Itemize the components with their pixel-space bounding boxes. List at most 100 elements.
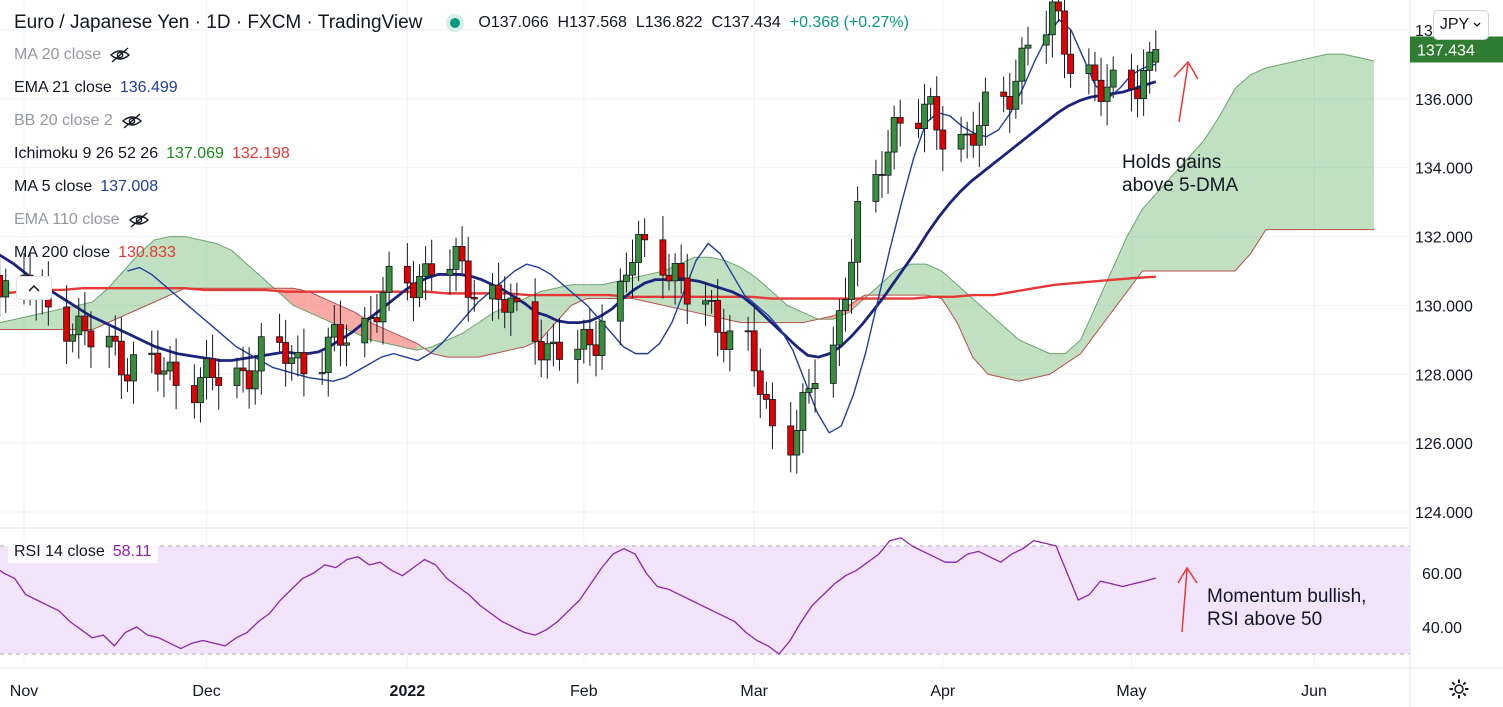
candle-body xyxy=(495,284,503,300)
cloud-segment xyxy=(370,322,386,344)
candle-body xyxy=(969,133,977,146)
visibility-toggle[interactable] xyxy=(121,113,143,129)
ma200-line xyxy=(0,275,1156,300)
candle-body xyxy=(1000,91,1008,97)
candle-body xyxy=(1018,47,1026,82)
candle-body xyxy=(708,300,715,302)
candle-body xyxy=(799,392,807,431)
candle-body xyxy=(726,330,734,350)
candle-body xyxy=(172,361,180,386)
cloud-segment xyxy=(1235,74,1251,271)
rsi-legend: RSI 14 close 58.11 xyxy=(8,541,158,563)
candle-body xyxy=(975,125,983,146)
candle-body xyxy=(982,91,989,126)
legend-name: Ichimoku 9 26 52 26 xyxy=(14,145,159,162)
candle-body xyxy=(324,336,332,373)
legend-row[interactable]: EMA 21 close 136.499 xyxy=(14,79,178,97)
legend-row[interactable]: BB 20 close 2 xyxy=(14,112,143,130)
time-axis: Nov Dec 2022 Feb Mar Apr May Jun xyxy=(10,683,1327,700)
cloud-segment xyxy=(30,312,47,330)
candle-body xyxy=(1146,51,1154,71)
cloud-segment xyxy=(1327,54,1344,230)
cloud-segment xyxy=(432,339,448,358)
candle-body xyxy=(87,330,95,348)
candle-body xyxy=(117,340,125,376)
legend-name: EMA 21 close xyxy=(14,79,112,96)
price-tick-label: 126.000 xyxy=(1415,436,1473,453)
eye-off-icon[interactable] xyxy=(128,212,150,228)
visibility-toggle[interactable] xyxy=(128,212,150,228)
chart-header: Euro / Japanese Yen · 1D · FXCM · Tradin… xyxy=(14,12,909,34)
legend-value: 137.069 xyxy=(166,145,224,162)
candle-body xyxy=(233,367,241,386)
legend-row[interactable]: Ichimoku 9 26 52 26 137.069 132.198 xyxy=(14,145,290,163)
cloud-segment xyxy=(216,243,232,289)
candle-body xyxy=(623,274,630,282)
candle-body xyxy=(744,330,752,333)
gear-icon[interactable] xyxy=(1448,678,1470,700)
last-price-tag-label: 137.434 xyxy=(1417,42,1475,59)
cloud-segment xyxy=(910,264,927,296)
price-tick-label: 128.000 xyxy=(1415,367,1473,384)
candle-body xyxy=(598,320,606,356)
cloud-segment xyxy=(1343,54,1359,230)
eye-off-icon[interactable] xyxy=(121,113,143,129)
legend-row[interactable]: EMA 110 close xyxy=(14,211,150,229)
cloud-segment xyxy=(741,267,757,323)
legend-row[interactable]: MA 20 close xyxy=(14,46,131,64)
candle-body xyxy=(422,263,430,277)
cloud-segment xyxy=(1157,174,1174,271)
candle-body xyxy=(756,370,764,395)
price-tick-label: 130.000 xyxy=(1415,298,1473,315)
rsi-legend-value: 58.11 xyxy=(112,543,152,560)
legend-value: 130.833 xyxy=(118,244,176,261)
candle-body xyxy=(1085,64,1093,74)
time-tick-label: May xyxy=(1116,683,1146,700)
candle-body xyxy=(130,354,137,382)
cloud-segment xyxy=(586,284,603,299)
legend-row[interactable]: MA 5 close 137.008 xyxy=(14,178,158,196)
cloud-segment xyxy=(1188,140,1205,271)
candle-body xyxy=(458,245,466,262)
rsi-band-fill xyxy=(0,546,1410,654)
rsi-line xyxy=(0,537,1156,655)
cloud-segment xyxy=(324,298,340,327)
cloud-segment xyxy=(972,298,989,375)
time-tick-label: 2022 xyxy=(390,683,426,700)
candle-body xyxy=(890,117,898,153)
candle-body xyxy=(470,297,478,300)
cloud-segment xyxy=(926,264,942,299)
cloud-segment xyxy=(447,332,464,358)
candle-body xyxy=(677,263,685,279)
time-tick-label: Mar xyxy=(740,683,768,700)
legend-collapse-button[interactable] xyxy=(16,276,52,300)
cloud-segment xyxy=(1080,305,1097,354)
eye-off-icon[interactable] xyxy=(109,47,131,63)
chevron-down-icon xyxy=(1473,22,1481,27)
candle-body xyxy=(245,370,253,390)
candle-body xyxy=(1152,49,1160,63)
legend-name: MA 5 close xyxy=(14,178,93,195)
candle-body xyxy=(111,335,119,342)
legend-row[interactable]: MA 200 close 130.833 xyxy=(14,244,176,262)
visibility-toggle[interactable] xyxy=(109,47,131,63)
cloud-segment xyxy=(46,308,62,330)
cloud-segment xyxy=(879,271,896,296)
candle-body xyxy=(428,263,436,276)
candle-body xyxy=(835,310,843,346)
candle-body xyxy=(367,317,375,319)
candle-body xyxy=(921,103,928,129)
cloud-segment xyxy=(957,284,973,358)
candle-body xyxy=(963,133,971,136)
cloud-segment xyxy=(494,305,510,354)
cloud-segment xyxy=(1142,191,1158,271)
cloud-segment xyxy=(231,250,248,289)
currency-button[interactable]: JPY xyxy=(1433,10,1489,40)
cloud-segment xyxy=(1250,67,1266,254)
candle-body xyxy=(63,306,70,342)
candle-body xyxy=(915,122,922,129)
candle-body xyxy=(410,282,417,299)
chevron-up-icon xyxy=(28,284,40,292)
annotation-line: Holds gains xyxy=(1122,152,1221,173)
